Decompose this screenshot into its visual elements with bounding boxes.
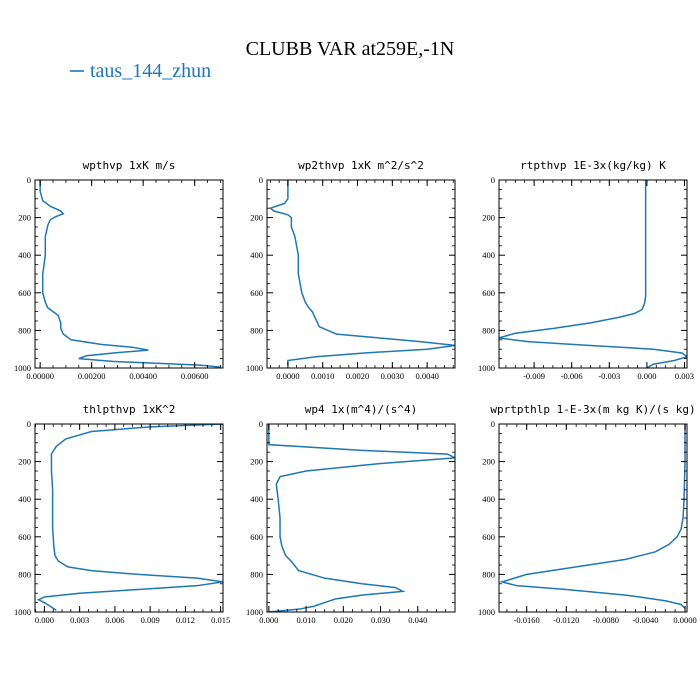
y-tick-label: 1000 (478, 363, 495, 373)
x-tick-label: 0.0020 (346, 371, 369, 381)
subplot-3: rtpthvp 1E-3x(kg/kg) K 0 200 400 600 800 1000 -… (478, 159, 694, 381)
series-line-1 (268, 180, 455, 366)
x-tick-label: -0.0040 (632, 615, 658, 625)
x-tick-label: 0.010 (297, 615, 316, 625)
x-tick-label: -0.006 (561, 371, 583, 381)
y-tick-label: 200 (18, 213, 31, 223)
x-tick-label: 0.000 (637, 371, 656, 381)
x-tick-label: 0.00000 (26, 371, 54, 381)
x-tick-label: 0.006 (105, 615, 124, 625)
series-line-1 (39, 180, 221, 368)
subplot-title: wprtpthlp 1-E-3x(m kg K)/(s kg) (490, 403, 695, 416)
plot-frame (266, 179, 456, 369)
x-tick-label: -0.003 (598, 371, 620, 381)
x-tick-label: 0.000 (35, 615, 54, 625)
y-tick-label: 600 (18, 532, 31, 542)
y-tick-label: 400 (250, 250, 263, 260)
subplot-4: thlpthvp 1xK^2 0 200 400 600 800 1000 0.000 0.00… (14, 403, 230, 625)
subplot-2: wp2thvp 1xK m^2/s^2 0 200 400 600 800 1000 0.00… (246, 159, 456, 381)
y-tick-label: 600 (250, 532, 263, 542)
y-tick-label: 600 (482, 532, 495, 542)
y-tick-label: 200 (18, 457, 31, 467)
plot-frame (34, 179, 224, 369)
x-tick-label: 0.00400 (129, 371, 157, 381)
y-tick-label: 0 (491, 175, 495, 185)
y-tick-label: 0 (259, 175, 263, 185)
y-tick-label: 200 (250, 457, 263, 467)
x-tick-label: 0.000 (259, 615, 278, 625)
y-tick-label: 200 (482, 213, 495, 223)
x-tick-label: 0.0010 (311, 371, 334, 381)
legend-label: taus_144_zhun (90, 60, 211, 82)
series-line-1 (499, 180, 687, 368)
y-tick-label: 400 (482, 494, 495, 504)
x-tick-label: 0.040 (408, 615, 427, 625)
series-line-1 (36, 424, 223, 611)
y-tick-label: 200 (482, 457, 495, 467)
y-tick-label: 1000 (246, 363, 263, 373)
y-tick-label: 400 (18, 494, 31, 504)
y-tick-label: 200 (250, 213, 263, 223)
x-tick-label: 0.0000 (673, 615, 696, 625)
x-tick-label: 0.00600 (181, 371, 209, 381)
x-tick-label: -0.0080 (593, 615, 619, 625)
y-tick-label: 0 (27, 419, 31, 429)
subplot-title: wpthvp 1xK m/s (83, 159, 176, 172)
y-tick-label: 0 (27, 175, 31, 185)
y-tick-label: 800 (482, 569, 495, 579)
y-tick-label: 800 (18, 569, 31, 579)
subplot-title: wp2thvp 1xK m^2/s^2 (298, 159, 424, 172)
x-tick-label: 0.015 (211, 615, 230, 625)
y-tick-label: 0 (491, 419, 495, 429)
subplot-title: wp4 1x(m^4)/(s^4) (305, 403, 418, 416)
y-tick-label: 600 (482, 288, 495, 298)
plot-frame (498, 179, 688, 369)
series-line-1 (268, 424, 455, 612)
y-tick-label: 1000 (14, 363, 31, 373)
x-tick-label: 0.003 (675, 371, 694, 381)
y-tick-label: 800 (482, 325, 495, 335)
y-tick-label: 400 (482, 250, 495, 260)
plot-frame (34, 423, 224, 613)
x-tick-label: 0.0000 (276, 371, 299, 381)
x-tick-label: 0.0040 (415, 371, 438, 381)
x-tick-label: -0.009 (523, 371, 545, 381)
y-tick-label: 800 (250, 569, 263, 579)
x-tick-label: 0.0030 (381, 371, 404, 381)
subplot-title: rtpthvp 1E-3x(kg/kg) K (520, 159, 666, 172)
y-tick-label: 600 (250, 288, 263, 298)
y-tick-label: 800 (18, 325, 31, 335)
y-tick-label: 1000 (14, 607, 31, 617)
y-tick-label: 600 (18, 288, 31, 298)
x-tick-label: -0.0120 (553, 615, 579, 625)
y-tick-label: 400 (250, 494, 263, 504)
y-tick-label: 0 (259, 419, 263, 429)
y-tick-label: 1000 (478, 607, 495, 617)
x-tick-label: 0.012 (176, 615, 195, 625)
x-tick-label: 0.00200 (78, 371, 106, 381)
y-tick-label: 800 (250, 325, 263, 335)
x-tick-label: 0.003 (70, 615, 89, 625)
figure-title: CLUBB VAR at259E,-1N (246, 38, 455, 60)
x-tick-label: 0.009 (141, 615, 160, 625)
y-tick-label: 1000 (246, 607, 263, 617)
x-tick-label: 0.020 (334, 615, 353, 625)
x-tick-label: 0.030 (371, 615, 390, 625)
series-line-1 (499, 424, 686, 609)
subplot-6: wprtpthlp 1-E-3x(m kg K)/(s kg) 0 200 400 60… (478, 403, 697, 625)
plot-frame (498, 423, 688, 613)
subplot-title: thlpthvp 1xK^2 (83, 403, 176, 416)
x-tick-label: -0.0160 (514, 615, 540, 625)
y-tick-label: 400 (18, 250, 31, 260)
